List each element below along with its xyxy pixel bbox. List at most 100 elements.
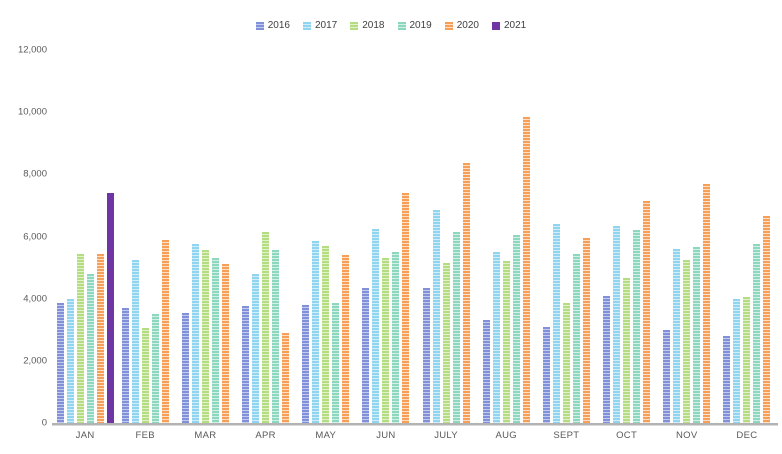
bar-2019-dec [753, 244, 761, 423]
legend-label: 2017 [315, 20, 338, 31]
bar-2016-mar [181, 313, 189, 423]
bar-2016-jan [56, 303, 64, 423]
chart-legend: 2016 2017 2018 2019 2020 2021 [0, 21, 782, 31]
bar-2018-july [442, 263, 450, 423]
bar-2017-mar [191, 244, 199, 423]
bar-2018-dec [743, 297, 751, 423]
legend-label: 2016 [267, 20, 290, 31]
bar-group-may [301, 241, 351, 423]
bar-2019-jan [86, 274, 94, 423]
y-axis-tick-label: 12,000 [17, 44, 47, 56]
bar-2021-jan [106, 193, 114, 423]
bar-2017-apr [252, 274, 260, 423]
bar-group-aug [481, 117, 531, 423]
bar-2016-oct [603, 296, 611, 423]
legend-marker-icon [350, 22, 359, 30]
bar-2019-oct [633, 230, 641, 423]
bar-2016-dec [723, 336, 731, 423]
bar-2020-dec [763, 216, 771, 423]
bar-group-july [421, 163, 471, 423]
x-axis-tick-label: FEB [135, 430, 155, 441]
bar-2017-feb [131, 260, 139, 423]
bar-2020-apr [282, 333, 290, 423]
bar-group-oct [602, 201, 652, 423]
bar-2018-feb [141, 328, 149, 423]
bar-2018-jan [76, 254, 84, 423]
x-axis-tick-label: JUN [376, 430, 396, 441]
legend-item-2017[interactable]: 2017 [303, 21, 337, 31]
x-axis-tick-label: SEPT [553, 430, 580, 441]
bar-2019-feb [151, 314, 159, 423]
bar-2020-oct [643, 201, 651, 423]
bar-2020-jan [96, 254, 104, 423]
bar-2018-mar [201, 250, 209, 423]
bar-2018-sept [562, 303, 570, 423]
bar-2016-sept [542, 327, 550, 423]
bar-2020-feb [161, 240, 169, 423]
legend-label: 2019 [409, 20, 432, 31]
bar-2020-mar [221, 264, 229, 423]
bar-group-mar [180, 244, 230, 423]
legend-marker-icon [255, 22, 264, 30]
x-axis-tick-label: MAY [315, 430, 337, 441]
bar-2017-jun [372, 229, 380, 423]
bar-2019-aug [512, 235, 520, 423]
legend-marker-icon [397, 22, 406, 30]
bar-2018-oct [623, 278, 631, 423]
bar-group-feb [120, 240, 170, 423]
x-axis-tick-label: MAR [194, 430, 217, 441]
legend-item-2019[interactable]: 2019 [397, 20, 432, 31]
legend-label: 2020 [456, 20, 479, 31]
bar-2017-may [312, 241, 320, 423]
bar-group-jan [55, 193, 115, 423]
bar-group-sept [541, 224, 591, 423]
bar-2020-sept [582, 238, 590, 423]
legend-item-2018[interactable]: 2018 [350, 20, 385, 31]
bar-2016-jun [362, 288, 370, 423]
y-axis-tick-label: 4,000 [23, 292, 47, 304]
x-axis-tick-label: APR [255, 430, 276, 441]
bar-2017-jan [66, 299, 74, 423]
bar-2019-sept [572, 254, 580, 423]
y-axis-tick-label: 10,000 [17, 106, 47, 118]
bar-2019-mar [211, 258, 219, 423]
x-axis-baseline [52, 423, 778, 425]
legend-item-2021[interactable]: 2021 [492, 21, 526, 31]
legend-marker-icon [303, 22, 311, 30]
bar-group-apr [241, 232, 291, 423]
bar-2020-july [462, 163, 470, 423]
y-axis-tick-label: 2,000 [23, 355, 47, 367]
bar-2019-apr [272, 250, 280, 423]
legend-marker-icon [444, 22, 453, 30]
bar-2018-nov [683, 260, 691, 423]
bar-2018-aug [502, 261, 510, 423]
legend-item-2020[interactable]: 2020 [444, 20, 479, 31]
x-axis-tick-label: JULY [434, 430, 458, 441]
legend-label: 2018 [362, 20, 385, 31]
bar-2019-july [452, 232, 460, 423]
bar-2020-jun [402, 193, 410, 423]
bar-2016-july [422, 288, 430, 423]
legend-item-2016[interactable]: 2016 [255, 20, 290, 31]
bar-2017-nov [673, 249, 681, 423]
y-axis-tick-label: 0 [41, 417, 47, 429]
bar-2016-apr [242, 306, 250, 423]
y-axis-tick-label: 6,000 [23, 230, 47, 242]
bar-2017-dec [733, 299, 741, 423]
bar-2020-nov [703, 184, 711, 423]
legend-label: 2021 [504, 20, 527, 31]
bar-2020-may [342, 255, 350, 423]
bar-2019-nov [693, 247, 701, 423]
y-axis-tick-label: 8,000 [23, 168, 47, 180]
bar-2019-jun [392, 252, 400, 423]
bar-2019-may [332, 303, 340, 423]
legend-marker-icon [492, 22, 500, 30]
bar-2017-aug [492, 252, 500, 423]
bar-2016-feb [121, 308, 129, 423]
x-axis-tick-label: NOV [676, 430, 698, 441]
bar-group-nov [662, 184, 712, 423]
x-axis-tick-label: OCT [616, 430, 638, 441]
bar-2017-july [432, 210, 440, 423]
